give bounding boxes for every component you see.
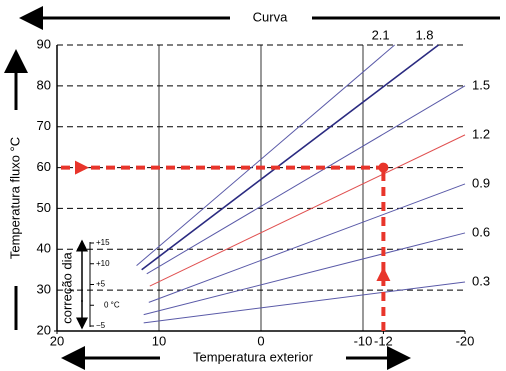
top-label: Curva xyxy=(253,9,288,24)
x-tick-label: 0 xyxy=(257,333,264,348)
x-tick-label: -20 xyxy=(456,333,475,348)
curve xyxy=(149,134,466,287)
curve xyxy=(141,44,439,271)
correction-tick: +10 xyxy=(96,259,110,268)
correction-tick: −5 xyxy=(96,321,106,330)
x-tick-label: 20 xyxy=(50,333,64,348)
y-tick-label: 30 xyxy=(37,282,51,297)
y-tick-label: 70 xyxy=(37,118,51,133)
x-label-group: Temperatura exterior xyxy=(61,346,411,370)
curve xyxy=(136,44,395,267)
x-axis-label: Temperatura exterior xyxy=(193,349,314,364)
top-label-group: Curva xyxy=(19,6,500,30)
curve xyxy=(143,281,466,324)
operating-point xyxy=(378,162,389,173)
y-tick-label: 40 xyxy=(37,241,51,256)
x-tick-label: -12 xyxy=(374,333,393,348)
y-label-group: Temperatura fluxo °C xyxy=(3,49,28,330)
y-tick-label: 60 xyxy=(37,159,51,174)
curve xyxy=(146,85,466,275)
y-tick-label: 90 xyxy=(37,36,51,51)
correction-label: correção dia xyxy=(59,251,74,323)
curve-label: 1.5 xyxy=(472,77,490,92)
correction-tick: +15 xyxy=(96,238,110,247)
curve xyxy=(143,232,466,316)
curve-label: 1.8 xyxy=(415,27,433,42)
y-tick-label: 50 xyxy=(37,200,51,215)
x-tick-label: 10 xyxy=(152,333,166,348)
correction-inset: correção dia +15 +10 +5 0 °C −5 xyxy=(59,238,119,330)
curve-label: 1.2 xyxy=(472,126,490,141)
curve xyxy=(148,183,466,303)
correction-tick: +5 xyxy=(96,280,106,289)
arrowhead xyxy=(75,160,89,175)
curve-label: 0.9 xyxy=(472,175,490,190)
arrowhead xyxy=(376,267,391,281)
correction-tick: 0 °C xyxy=(104,300,120,309)
x-tick-label: -10 xyxy=(354,333,373,348)
curve-label: 0.6 xyxy=(472,224,490,239)
y-tick-label: 20 xyxy=(37,322,51,337)
y-axis-label: Temperatura fluxo °C xyxy=(7,137,22,259)
curve-label: 2.1 xyxy=(372,27,390,42)
y-tick-label: 80 xyxy=(37,77,51,92)
curve-label: 0.3 xyxy=(472,273,490,288)
